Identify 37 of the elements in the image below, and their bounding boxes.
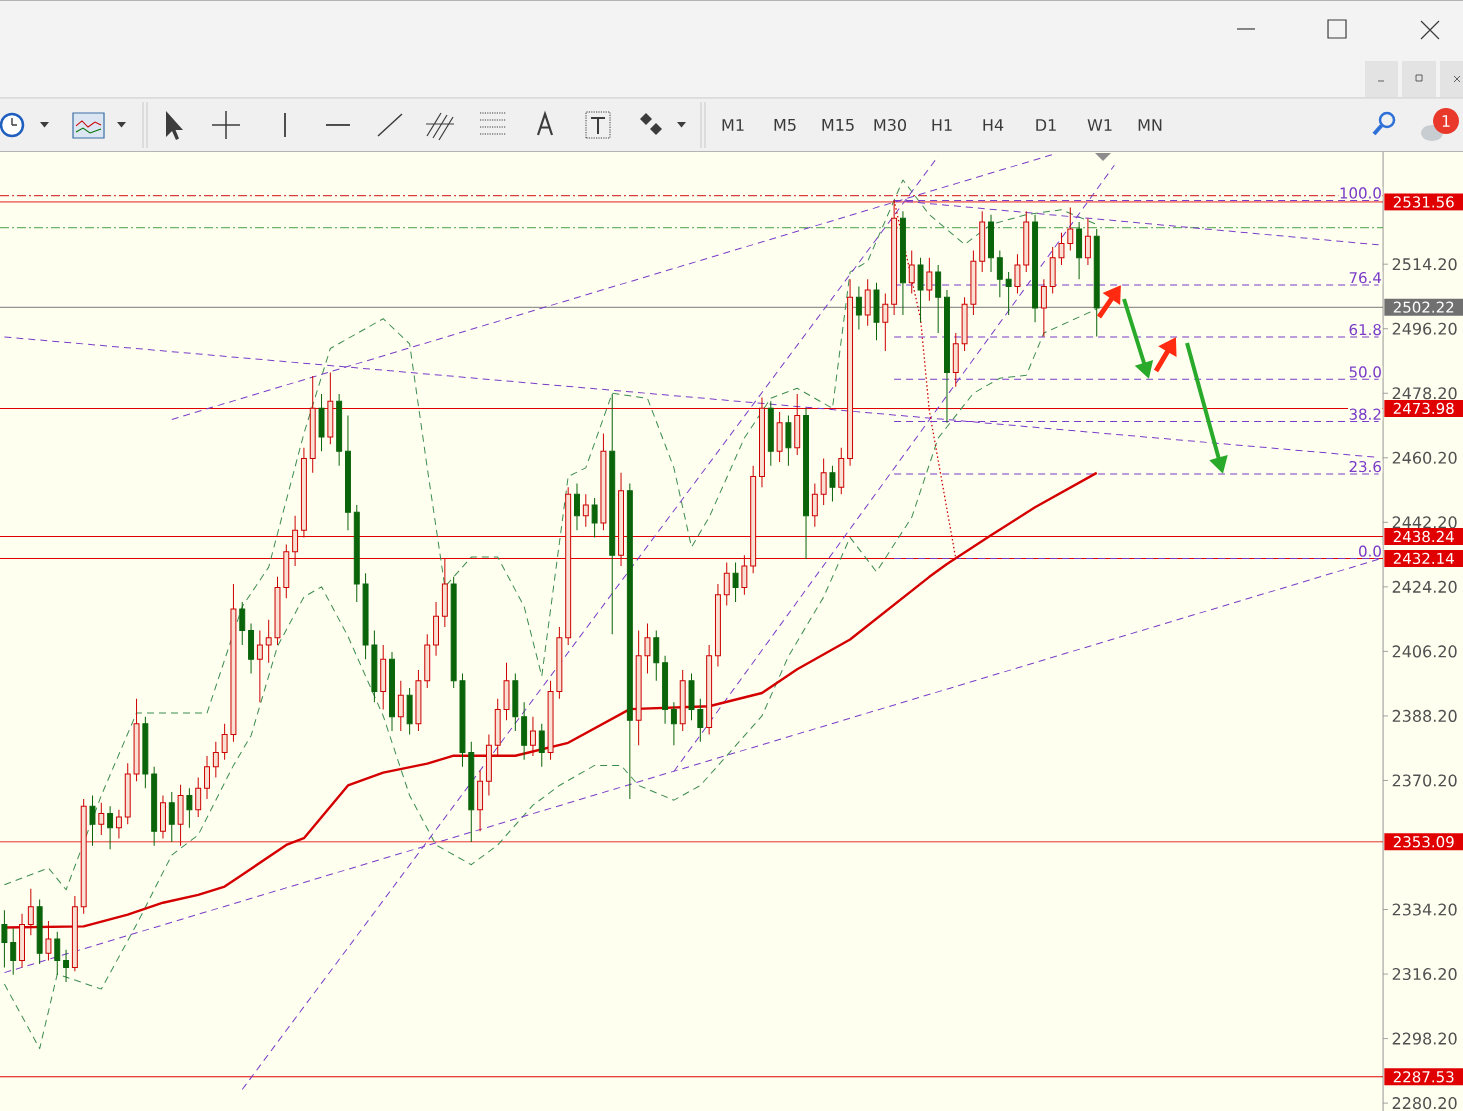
text: M1 (722, 119, 744, 131)
text: M30 (874, 118, 907, 132)
ref-line-label: 2353.09 (1393, 836, 1454, 848)
series-label: 100.0 (1340, 187, 1381, 199)
ref-line-label: 2438.24 (1393, 530, 1454, 543)
y-tick-label: 2496.20 (1392, 322, 1457, 335)
y-tick-label: 2334.20 (1392, 903, 1457, 916)
y-tick-label: 2424.20 (1392, 580, 1457, 593)
series-label: 23.6 (1349, 460, 1381, 473)
series-label: 50.0 (1349, 366, 1381, 378)
series-label: 38.2 (1349, 408, 1381, 420)
series-label: 61.8 (1349, 323, 1381, 336)
y-tick-label: 2316.20 (1392, 968, 1457, 981)
text: D1 (1036, 119, 1056, 131)
y-tick-label: 2406.20 (1392, 645, 1457, 658)
series-label: 76.4 (1349, 271, 1382, 284)
y-tick-label: 2370.20 (1392, 774, 1457, 787)
text: W1 (1087, 119, 1112, 131)
text: M15 (822, 119, 854, 131)
y-tick-label: 2298.20 (1392, 1032, 1457, 1045)
y-tick-label: 2514.20 (1392, 258, 1457, 271)
ref-line-label: 2473.98 (1393, 402, 1454, 415)
y-tick-label: 2478.20 (1392, 387, 1457, 400)
y-tick-label: 2460.20 (1392, 451, 1457, 464)
text: MN (1138, 119, 1162, 131)
y-tick-label: 2388.20 (1392, 709, 1457, 722)
ref-line-label: 2432.14 (1393, 552, 1454, 565)
ref-line-label: 2531.56 (1393, 196, 1454, 208)
y-tick-label: 2442.20 (1392, 516, 1457, 529)
ref-line-label: 2502.22 (1393, 301, 1454, 313)
text: 1 (1442, 115, 1450, 127)
text: H1 (932, 119, 952, 131)
series-label: 0.0 (1359, 545, 1381, 557)
text: H4 (983, 119, 1004, 131)
y-tick-label: 2280.20 (1392, 1097, 1457, 1110)
ref-line-label: 2287.53 (1393, 1071, 1454, 1083)
text: M5 (774, 119, 796, 131)
